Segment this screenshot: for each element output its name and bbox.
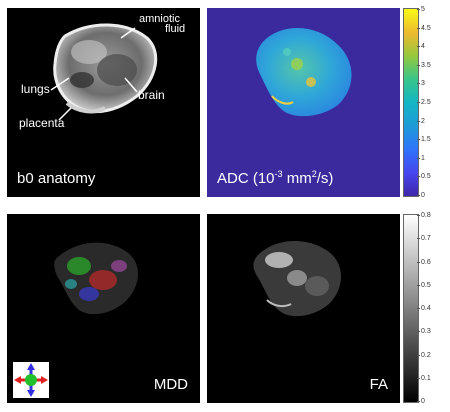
mdd-label: MDD	[153, 376, 188, 393]
adc-tick-label: 1.5	[421, 136, 431, 144]
adc-label: ADC (10-3 mm2/s)	[217, 169, 334, 187]
adc-tick-label: 0	[421, 192, 425, 199]
fa-tick-label: 0.8	[421, 212, 431, 219]
fa-tick-label: 0.1	[421, 374, 431, 382]
adc-tick-label: 5	[421, 6, 425, 13]
fa-tickmark	[417, 331, 420, 333]
b0-anatomy-panel: amniotic fluid lungs brain placenta b0 a…	[7, 8, 200, 197]
mdd-image	[54, 242, 139, 315]
annotation-placenta: placenta	[19, 116, 65, 130]
fa-tickmark	[417, 215, 420, 216]
adc-tick-label: 4.5	[421, 24, 431, 32]
fa-tickmark	[417, 401, 420, 402]
adc-tick-label: 3.5	[421, 61, 431, 69]
fa-label: FA	[369, 376, 388, 393]
fa-tickmark	[417, 308, 420, 309]
adc-image	[256, 27, 352, 117]
adc-tickmark	[417, 83, 420, 85]
adc-tickmark	[417, 64, 420, 66]
fa-tickmark	[417, 238, 420, 240]
fa-tick-label: 0.6	[421, 258, 431, 266]
brain-pointer	[124, 77, 138, 93]
adc-tick-label: 2	[421, 117, 425, 125]
annotation-brain: brain	[138, 88, 165, 102]
fa-image	[253, 241, 341, 317]
fa-tick-label: 0.2	[421, 351, 431, 359]
adc-panel: ADC (10-3 mm2/s)	[207, 8, 400, 197]
adc-tickmark	[417, 120, 420, 122]
direction-legend-icon	[13, 362, 49, 398]
fa-panel: FA	[207, 214, 400, 403]
fa-tick-label: 0.4	[421, 305, 431, 312]
adc-tickmark	[417, 9, 420, 10]
annotation-lungs: lungs	[21, 82, 50, 96]
adc-tickmark	[417, 176, 420, 178]
annotation-amniotic: amniotic	[139, 13, 180, 25]
fa-tick-label: 0.5	[421, 281, 431, 289]
fa-tick-label: 0	[421, 398, 425, 405]
adc-tickmark	[417, 157, 420, 159]
fa-tickmark	[417, 261, 420, 263]
mdd-panel: MDD	[7, 214, 200, 403]
adc-tickmark	[417, 46, 420, 48]
adc-tick-label: 0.5	[421, 173, 431, 181]
fa-tickmark	[417, 284, 420, 286]
b0-image	[50, 23, 158, 121]
adc-tickmark	[417, 195, 420, 196]
fa-tickmark	[417, 354, 420, 356]
adc-tickmark	[417, 139, 420, 141]
adc-tick-label: 2.5	[421, 99, 431, 106]
fa-tick-label: 0.7	[421, 235, 431, 243]
amniotic-pointer	[120, 27, 136, 39]
placenta-pointer	[58, 107, 72, 121]
b0-label: b0 anatomy	[17, 170, 96, 187]
fa-tick-label: 0.3	[421, 328, 431, 336]
lungs-pointer	[50, 77, 70, 91]
adc-tick-label: 3	[421, 80, 425, 88]
annotation-fluid: fluid	[165, 23, 186, 35]
adc-tickmark	[417, 27, 420, 29]
fa-tickmark	[417, 377, 420, 379]
adc-tick-label: 1	[421, 154, 425, 162]
adc-tick-label: 4	[421, 43, 425, 51]
adc-tickmark	[417, 102, 420, 103]
